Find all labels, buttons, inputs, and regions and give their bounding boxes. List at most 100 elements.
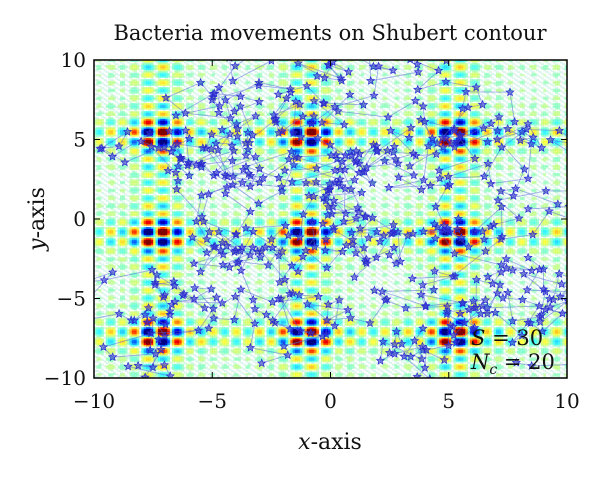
contour-cell bbox=[131, 227, 135, 229]
contour-cell bbox=[108, 204, 111, 207]
contour-cell bbox=[98, 330, 102, 333]
contour-cell bbox=[120, 257, 123, 260]
contour-cell bbox=[108, 106, 111, 109]
contour-cell bbox=[122, 266, 126, 269]
contour-cell bbox=[96, 90, 100, 93]
contour-cell bbox=[117, 112, 121, 115]
contour-cell bbox=[98, 219, 102, 221]
contour-cell bbox=[96, 327, 100, 330]
contour-cell bbox=[110, 308, 114, 310]
contour-cell bbox=[108, 150, 111, 153]
contour-cell bbox=[120, 206, 123, 209]
contour-cell bbox=[115, 320, 119, 323]
contour-cell bbox=[105, 219, 109, 221]
contour-cell bbox=[127, 242, 130, 245]
contour-cell bbox=[138, 193, 142, 196]
contour-cell bbox=[146, 187, 149, 190]
contour-cell bbox=[94, 131, 97, 134]
contour-cell bbox=[96, 198, 100, 201]
contour-cell bbox=[112, 144, 116, 147]
contour-cell bbox=[110, 360, 114, 363]
contour-cell bbox=[122, 238, 126, 241]
contour-cell bbox=[101, 163, 104, 166]
contour-cell bbox=[117, 351, 121, 353]
contour-cell bbox=[124, 246, 128, 248]
contour-cell bbox=[98, 68, 102, 70]
contour-cell bbox=[124, 203, 128, 206]
contour-cell bbox=[124, 128, 128, 131]
contour-cell bbox=[96, 174, 100, 177]
contour-cell bbox=[112, 106, 116, 109]
contour-cell bbox=[167, 211, 171, 214]
contour-cell bbox=[96, 166, 100, 169]
contour-cell bbox=[108, 292, 111, 295]
contour-cell bbox=[96, 168, 100, 171]
contour-cell bbox=[120, 220, 123, 223]
contour-cell bbox=[105, 112, 109, 115]
contour-cell bbox=[108, 174, 111, 177]
contour-cell bbox=[96, 155, 100, 158]
contour-cell bbox=[110, 182, 114, 185]
contour-cell bbox=[105, 118, 109, 121]
contour-cell bbox=[96, 242, 100, 245]
contour-cell bbox=[108, 137, 111, 140]
contour-cell bbox=[115, 82, 119, 85]
contour-cell bbox=[94, 123, 97, 126]
contour-cell bbox=[110, 234, 114, 237]
contour-cell bbox=[110, 128, 114, 131]
contour-cell bbox=[98, 362, 102, 365]
contour-cell bbox=[129, 265, 133, 268]
contour-cell bbox=[153, 155, 156, 158]
contour-cell bbox=[148, 102, 152, 105]
contour-cell bbox=[138, 289, 142, 291]
contour-cell bbox=[108, 220, 111, 223]
contour-cell bbox=[103, 160, 107, 163]
contour-cell bbox=[122, 220, 126, 223]
contour-cell bbox=[108, 273, 111, 276]
contour-cell bbox=[110, 188, 114, 191]
contour-cell bbox=[110, 204, 114, 207]
contour-cell bbox=[141, 303, 145, 306]
contour-cell bbox=[98, 223, 102, 226]
contour-cell bbox=[117, 244, 121, 247]
contour-cell bbox=[103, 107, 107, 110]
contour-cell bbox=[96, 352, 100, 355]
contour-cell bbox=[94, 246, 97, 248]
contour-cell bbox=[117, 358, 121, 361]
contour-cell bbox=[122, 322, 126, 325]
contour-cell bbox=[138, 102, 142, 105]
contour-cell bbox=[129, 196, 133, 199]
contour-cell bbox=[127, 123, 130, 126]
contour-cell bbox=[108, 117, 111, 120]
contour-cell bbox=[110, 298, 114, 301]
contour-cell bbox=[110, 207, 114, 210]
contour-cell bbox=[124, 188, 128, 191]
contour-cell bbox=[127, 80, 130, 83]
contour-cell bbox=[120, 83, 123, 86]
contour-cell bbox=[129, 128, 133, 131]
contour-cell bbox=[105, 271, 109, 274]
contour-cell bbox=[124, 83, 128, 86]
contour-cell bbox=[103, 88, 107, 91]
contour-cell bbox=[112, 150, 116, 153]
contour-cell bbox=[124, 98, 128, 101]
contour-cell bbox=[94, 331, 97, 334]
contour-cell bbox=[120, 106, 123, 109]
contour-cell bbox=[112, 176, 116, 179]
contour-cell bbox=[101, 335, 104, 338]
contour-cell bbox=[124, 347, 128, 350]
contour-cell bbox=[129, 222, 133, 225]
contour-cell bbox=[112, 130, 116, 132]
contour-cell bbox=[96, 233, 100, 236]
contour-cell bbox=[110, 217, 114, 220]
contour-cell bbox=[110, 180, 114, 183]
contour-cell bbox=[120, 249, 123, 252]
contour-cell bbox=[112, 312, 116, 315]
contour-cell bbox=[94, 241, 97, 244]
contour-cell bbox=[141, 179, 145, 182]
contour-cell bbox=[112, 327, 116, 330]
contour-cell bbox=[117, 233, 121, 236]
contour-cell bbox=[112, 85, 116, 88]
contour-cell bbox=[122, 72, 126, 75]
contour-cell bbox=[112, 285, 116, 288]
